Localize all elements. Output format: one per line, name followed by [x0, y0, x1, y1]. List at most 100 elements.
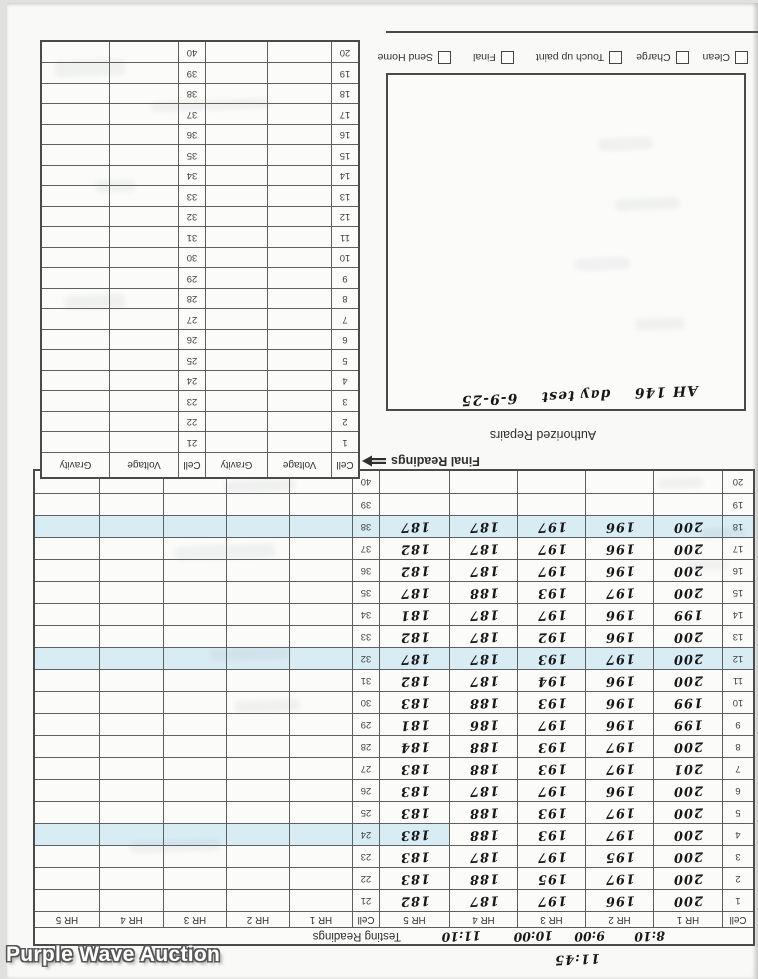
reading-cell: 199	[653, 691, 722, 713]
cell-text: 35	[186, 149, 198, 161]
reading-cell: 195	[585, 845, 653, 867]
cell-number: 29	[178, 267, 205, 288]
cell-number: 25	[352, 801, 379, 823]
reading-cell: 197	[517, 537, 585, 559]
checkbox-item: Final	[473, 51, 514, 64]
reading-cell	[289, 757, 352, 779]
reading-cell	[42, 329, 109, 350]
time-note: 9:00	[573, 928, 606, 945]
reading-cell: 193	[517, 757, 585, 779]
cell-number: 28	[352, 735, 379, 757]
reading-cell	[205, 42, 267, 63]
reading-cell	[449, 493, 517, 515]
reading-cell	[99, 713, 163, 735]
reading-cell	[267, 83, 331, 104]
reading-cell	[653, 493, 722, 515]
reading-cell	[42, 226, 109, 247]
final-readings-label: Final Readings	[362, 451, 508, 471]
reading-cell	[379, 493, 449, 515]
reading-cell: 194	[517, 669, 585, 691]
reading-cell: 196	[585, 669, 653, 691]
reading-cell: 199	[653, 603, 722, 625]
reading-value: 193	[536, 584, 567, 601]
reading-cell	[205, 206, 267, 227]
reading-value: 196	[604, 540, 635, 557]
cell-text: 14	[339, 170, 351, 182]
reading-value: 182	[399, 540, 430, 557]
reading-cell: 196	[585, 625, 653, 647]
cell-text: HR 1	[676, 914, 700, 925]
reading-value: 187	[399, 650, 430, 667]
checkbox-label: Clean	[702, 51, 730, 64]
cell-text: 29	[186, 272, 198, 284]
cell-number: 3	[722, 845, 753, 867]
reading-cell	[99, 735, 163, 757]
cell-number: 2	[722, 867, 753, 889]
cell-text: Gravity	[59, 459, 92, 471]
reading-value: 182	[399, 628, 430, 645]
arrow-right-icon	[362, 455, 386, 467]
cell-number: 17	[722, 537, 753, 559]
cell-text: Cell	[357, 914, 375, 925]
reading-value: 196	[604, 892, 635, 909]
authorized-repairs-box: AH 146 day test 6-9-25	[386, 73, 746, 411]
reading-cell	[205, 411, 267, 432]
reading-cell: 188	[449, 757, 517, 779]
cell-text: 31	[186, 231, 198, 243]
cell-text: 40	[360, 476, 372, 488]
cell-text: 26	[360, 785, 372, 796]
reading-cell	[42, 390, 109, 411]
reading-value: 193	[536, 694, 567, 711]
reading-cell	[163, 757, 226, 779]
reading-cell	[109, 329, 178, 350]
reading-cell: 181	[379, 603, 449, 625]
reading-value: 196	[604, 562, 635, 579]
cell-number: 27	[178, 308, 205, 329]
reading-value: 182	[399, 892, 430, 909]
reading-cell	[226, 493, 289, 515]
cell-number: 38	[352, 515, 379, 537]
time-note: 11:10	[441, 928, 482, 945]
cell-text: 6	[342, 334, 348, 346]
reading-value: 196	[604, 694, 635, 711]
reading-cell	[267, 349, 331, 370]
reading-cell	[226, 757, 289, 779]
checkbox-label: Final	[473, 51, 496, 64]
reading-cell	[163, 735, 226, 757]
cell-number: 21	[352, 889, 379, 911]
reading-cell	[585, 493, 653, 515]
col-header-cell: Gravity	[205, 452, 267, 477]
reading-cell	[289, 867, 352, 889]
reading-value: 197	[604, 804, 635, 821]
reading-cell	[267, 185, 331, 206]
reading-cell	[42, 206, 109, 227]
reading-cell: 197	[585, 801, 653, 823]
cell-number: 8	[722, 735, 753, 757]
testing-title: Testing Readings	[312, 930, 401, 942]
cell-text: 2	[735, 873, 741, 884]
reading-cell	[99, 537, 163, 559]
reading-value: 182	[399, 672, 430, 689]
reading-cell	[109, 267, 178, 288]
reading-cell	[267, 288, 331, 309]
reading-cell: 183	[379, 757, 449, 779]
reading-cell	[205, 308, 267, 329]
reading-cell	[35, 625, 99, 647]
reading-value: 197	[604, 584, 635, 601]
col-header-cell: HR 4	[99, 911, 163, 927]
cell-text: 17	[732, 543, 744, 554]
reading-value: 197	[536, 606, 567, 623]
cell-number: 19	[722, 493, 753, 515]
reading-value: 196	[604, 518, 635, 535]
cell-number: 30	[178, 247, 205, 268]
reading-value: 199	[672, 716, 704, 733]
reading-cell: 182	[379, 559, 449, 581]
cell-number: 9	[331, 267, 358, 288]
reading-cell	[226, 735, 289, 757]
cell-text: 12	[732, 653, 744, 664]
reading-cell: 193	[517, 823, 585, 845]
reading-cell: 200	[653, 669, 722, 691]
col-header-cell: Voltage	[267, 452, 331, 477]
reading-cell: 193	[517, 801, 585, 823]
